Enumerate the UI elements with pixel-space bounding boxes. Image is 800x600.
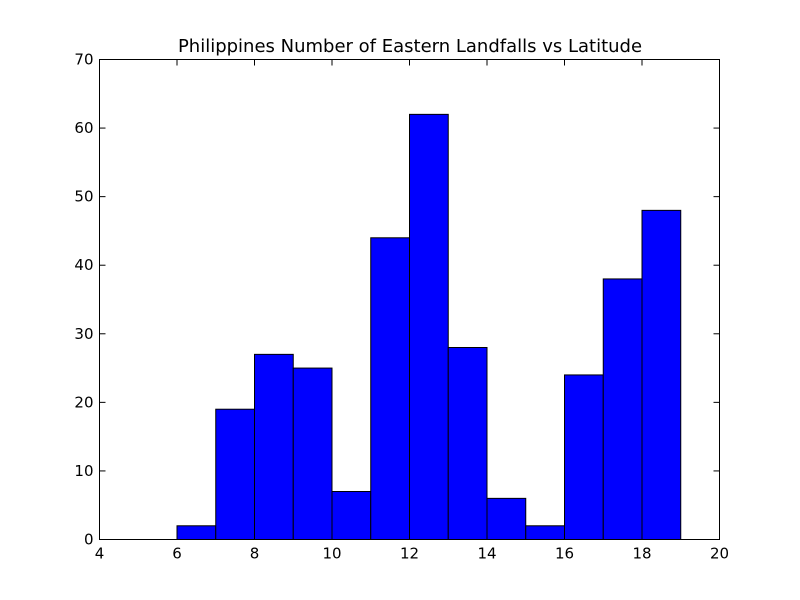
x-tick-labels: 4 6 8 10 12 14 16 18 20	[95, 545, 729, 563]
bar-18-19	[641, 209, 682, 540]
y-tick-label-20: 20	[74, 393, 93, 411]
x-tick-label-4: 4	[95, 545, 105, 563]
bars-group	[99, 113, 682, 541]
chart-title: Philippines Number of Eastern Landfalls …	[178, 36, 642, 57]
y-tick-label-30: 30	[74, 325, 93, 343]
bar-13-14	[447, 347, 488, 540]
bar-12-13	[409, 113, 449, 540]
bar-16-17	[564, 374, 604, 540]
bar-8-9	[254, 353, 294, 540]
bar-6-7	[176, 525, 217, 540]
x-tick-label-14: 14	[477, 545, 496, 563]
y-tick-labels: 0 10 20 30 40 50 60 70	[74, 51, 93, 549]
x-tick-label-8: 8	[250, 545, 260, 563]
y-tick-label-10: 10	[74, 462, 93, 480]
bar-14-15	[486, 497, 527, 541]
x-tick-label-10: 10	[322, 545, 341, 563]
bar-10-11	[331, 491, 372, 540]
y-tick-label-40: 40	[74, 256, 93, 274]
x-tick-label-16: 16	[555, 545, 574, 563]
bar-9-10	[292, 367, 333, 541]
bar-17-18	[602, 278, 643, 540]
bar-7-8	[215, 408, 255, 541]
x-tick-label-18: 18	[632, 545, 651, 563]
bar-15-16	[525, 525, 565, 540]
x-tick-label-6: 6	[172, 545, 182, 563]
bar-11-12	[370, 237, 410, 541]
y-tick-label-70: 70	[74, 51, 93, 69]
axes-frame	[99, 59, 720, 540]
x-tick-label-12: 12	[400, 545, 419, 563]
y-tick-label-50: 50	[74, 188, 93, 206]
x-tick-label-20: 20	[710, 545, 729, 563]
y-tick-label-60: 60	[74, 119, 93, 137]
y-tick-label-0: 0	[84, 531, 94, 549]
